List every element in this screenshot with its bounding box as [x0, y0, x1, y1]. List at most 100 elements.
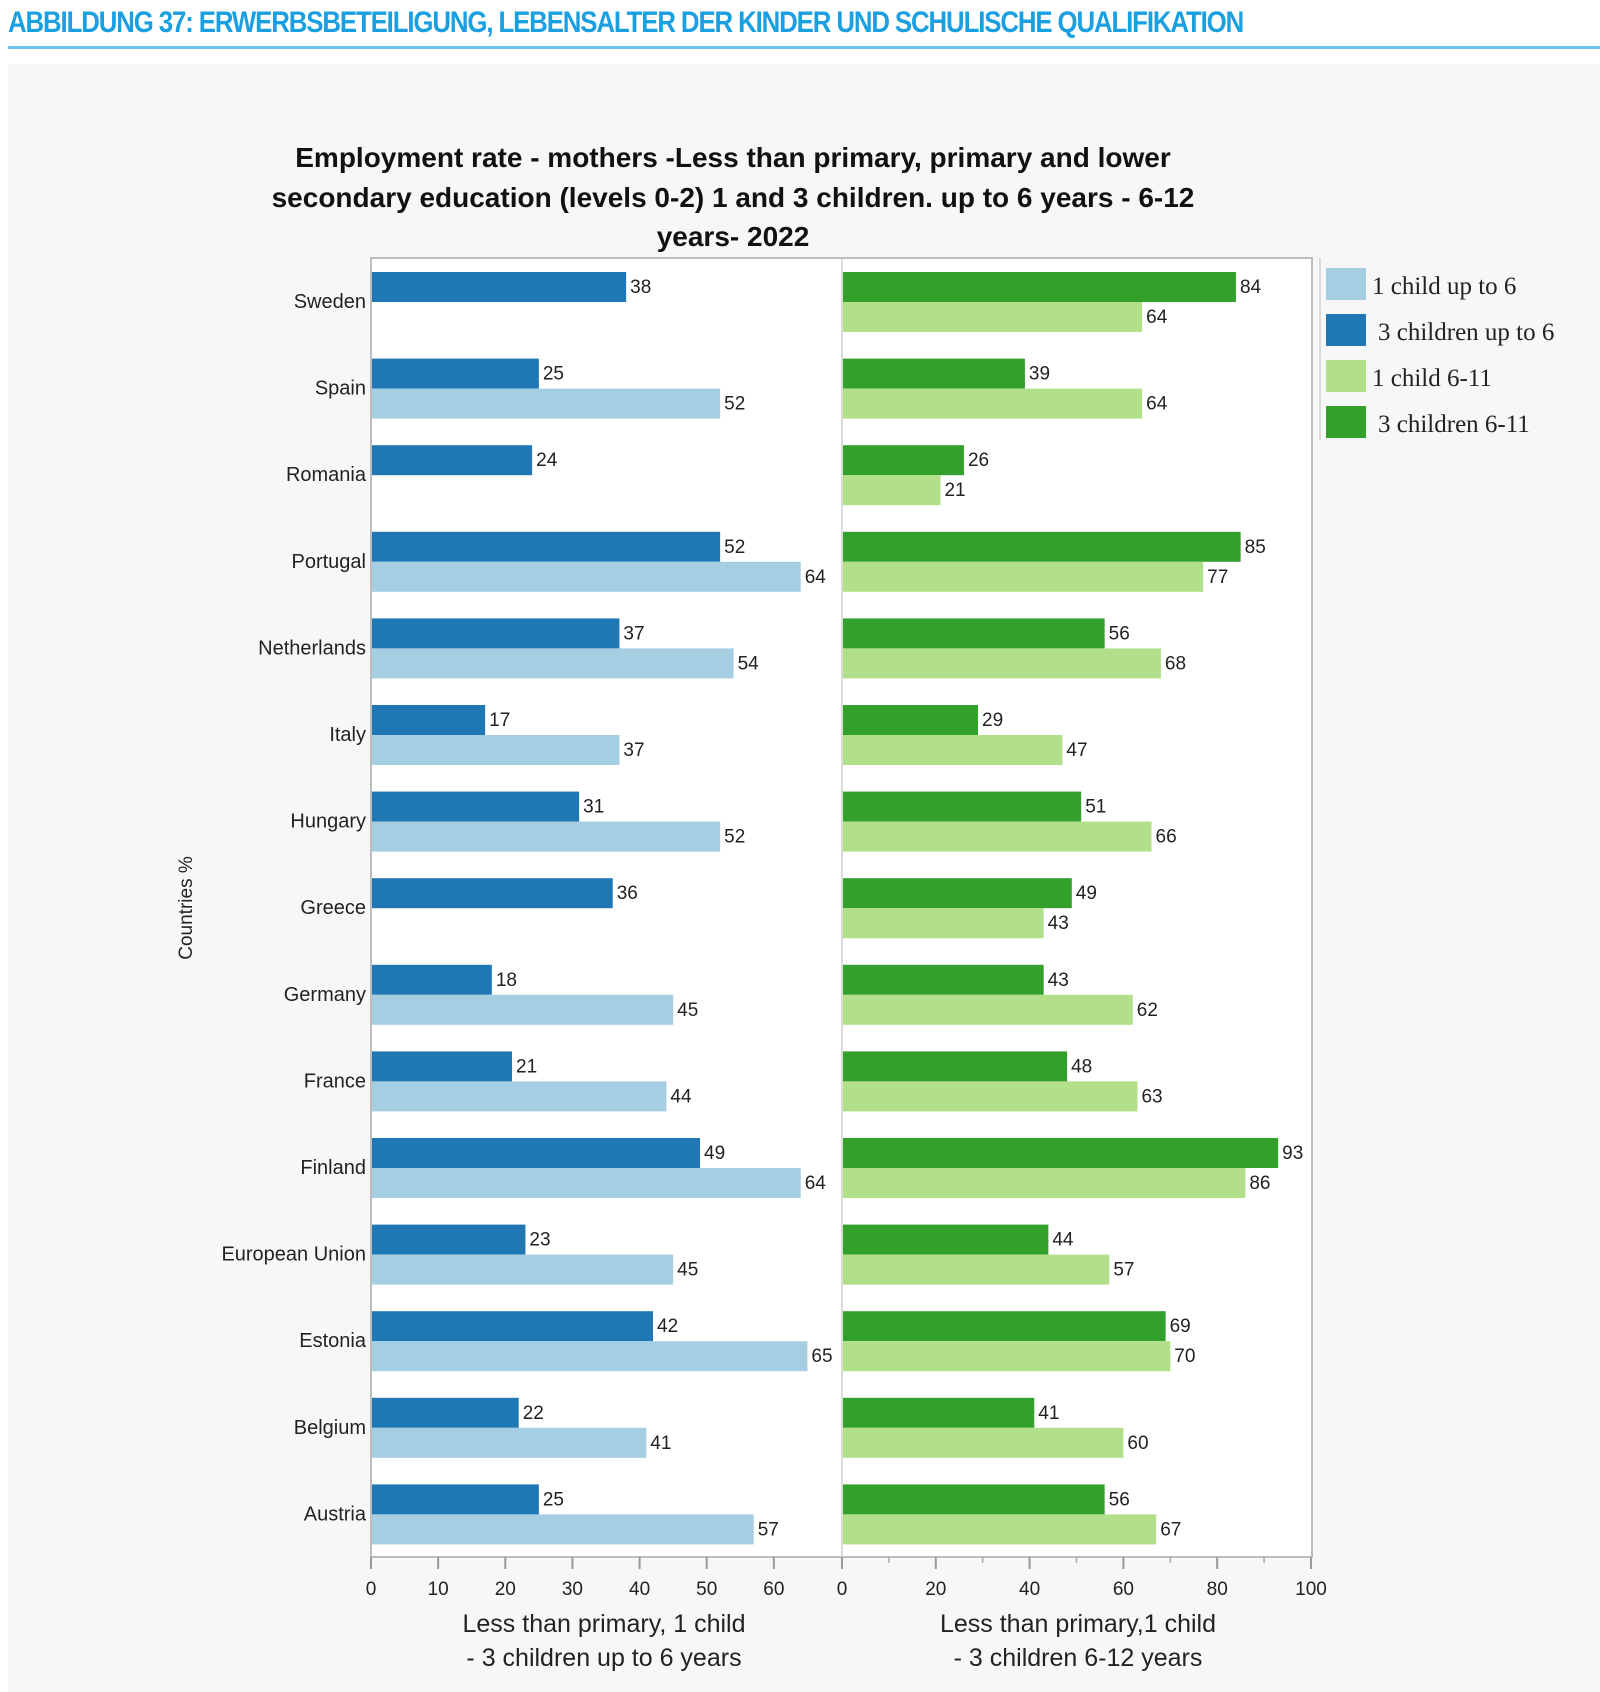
bar	[372, 1514, 754, 1545]
data-label: 39	[1029, 364, 1050, 385]
data-label: 84	[1240, 277, 1262, 298]
value-labels: 38 25 24 52 37 17 31 36 18 21 49 23 42 22 25 52 64 54 37 52…	[489, 277, 1303, 1540]
bar	[843, 1514, 1157, 1545]
bar	[372, 648, 734, 679]
bar	[372, 705, 486, 735]
bar	[372, 1138, 700, 1168]
bar	[843, 1051, 1068, 1082]
tick-label: 30	[562, 1579, 583, 1600]
bar	[372, 445, 533, 476]
category-label: Finland	[300, 1157, 366, 1179]
data-label: 69	[1170, 1316, 1191, 1337]
category-label: Italy	[329, 724, 366, 746]
data-label: 85	[1245, 537, 1266, 558]
x-axis-title-line: - 3 children 6-12 years	[954, 1644, 1203, 1672]
x-axis-title-left: Less than primary, 1 child - 3 children …	[463, 1610, 746, 1672]
bar	[372, 388, 721, 419]
data-label: 38	[630, 277, 651, 298]
bar	[843, 618, 1105, 649]
category-label: Spain	[315, 378, 366, 400]
data-label: 62	[1137, 1000, 1158, 1021]
x-axis-title-line: Less than primary,1 child	[940, 1610, 1216, 1638]
data-label: 77	[1207, 567, 1228, 588]
data-label: 25	[543, 1489, 564, 1510]
bar	[843, 964, 1044, 995]
data-label: 44	[670, 1086, 692, 1107]
figure-heading: ABBILDUNG 37: ERWERBSBETEILIGUNG, LEBENS…	[8, 6, 1244, 39]
data-label: 43	[1048, 970, 1069, 991]
data-label: 64	[1146, 394, 1168, 415]
data-label: 36	[617, 883, 638, 904]
data-label: 49	[1076, 883, 1097, 904]
data-label: 54	[738, 653, 760, 674]
bar	[372, 735, 620, 765]
bar	[843, 1081, 1138, 1112]
bar	[843, 791, 1082, 822]
data-label: 49	[704, 1143, 725, 1164]
legend-label: 1 child 6-11	[1372, 365, 1492, 392]
bar	[843, 735, 1063, 765]
tick-label: 20	[495, 1579, 516, 1600]
data-label: 57	[1113, 1260, 1134, 1281]
bars	[372, 272, 1279, 1545]
legend: 1 child up to 6 3 children up to 6 1 chi…	[1319, 258, 1554, 440]
category-label: Germany	[284, 984, 366, 1006]
bar	[372, 1081, 667, 1112]
data-label: 70	[1174, 1346, 1195, 1367]
data-label: 42	[657, 1316, 678, 1337]
data-label: 41	[1038, 1403, 1059, 1424]
data-label: 17	[489, 710, 510, 731]
data-label: 52	[724, 827, 745, 848]
category-label: Portugal	[292, 551, 367, 573]
bar	[843, 272, 1236, 302]
bar	[843, 1224, 1049, 1255]
data-label: 60	[1127, 1433, 1148, 1454]
data-label: 24	[536, 450, 558, 471]
data-label: 45	[677, 1000, 698, 1021]
category-label: Hungary	[290, 811, 366, 833]
data-label: 67	[1160, 1519, 1181, 1540]
data-label: 41	[650, 1433, 671, 1454]
data-label: 68	[1165, 653, 1186, 674]
tick-label: 10	[428, 1579, 449, 1600]
x-axis-title-line: Less than primary, 1 child	[463, 1610, 746, 1638]
data-label: 66	[1156, 827, 1177, 848]
legend-label: 3 children up to 6	[1378, 319, 1554, 346]
category-label: Netherlands	[258, 637, 366, 659]
bar	[372, 272, 627, 302]
bar	[843, 648, 1161, 679]
tick-label: 60	[1113, 1579, 1134, 1600]
data-label: 25	[543, 364, 564, 385]
bar	[372, 878, 613, 909]
bar	[372, 531, 721, 562]
data-label: 18	[496, 970, 517, 991]
chart-title-line: Employment rate - mothers -Less than pri…	[295, 142, 1171, 173]
bar	[372, 791, 580, 822]
data-label: 64	[1146, 307, 1168, 328]
legend-swatch	[1326, 406, 1366, 438]
bar	[843, 531, 1241, 562]
bar	[843, 1484, 1105, 1515]
data-label: 43	[1048, 913, 1069, 934]
bar	[372, 1427, 647, 1458]
data-label: 93	[1282, 1143, 1303, 1164]
data-label: 56	[1109, 1489, 1130, 1510]
data-label: 52	[724, 537, 745, 558]
data-label: 52	[724, 394, 745, 415]
chart-title-line: years- 2022	[657, 221, 810, 252]
bar	[372, 561, 801, 592]
bar	[843, 1341, 1171, 1372]
legend-swatch	[1326, 314, 1366, 346]
data-label: 48	[1071, 1056, 1092, 1077]
bar	[843, 561, 1204, 592]
data-label: 64	[805, 1173, 827, 1194]
bar	[843, 705, 979, 735]
data-label: 29	[982, 710, 1003, 731]
data-label: 23	[529, 1230, 550, 1251]
data-label: 31	[583, 797, 604, 818]
data-label: 51	[1085, 797, 1106, 818]
bar	[843, 878, 1072, 909]
tick-label: 40	[1019, 1579, 1040, 1600]
bar	[372, 1484, 539, 1515]
